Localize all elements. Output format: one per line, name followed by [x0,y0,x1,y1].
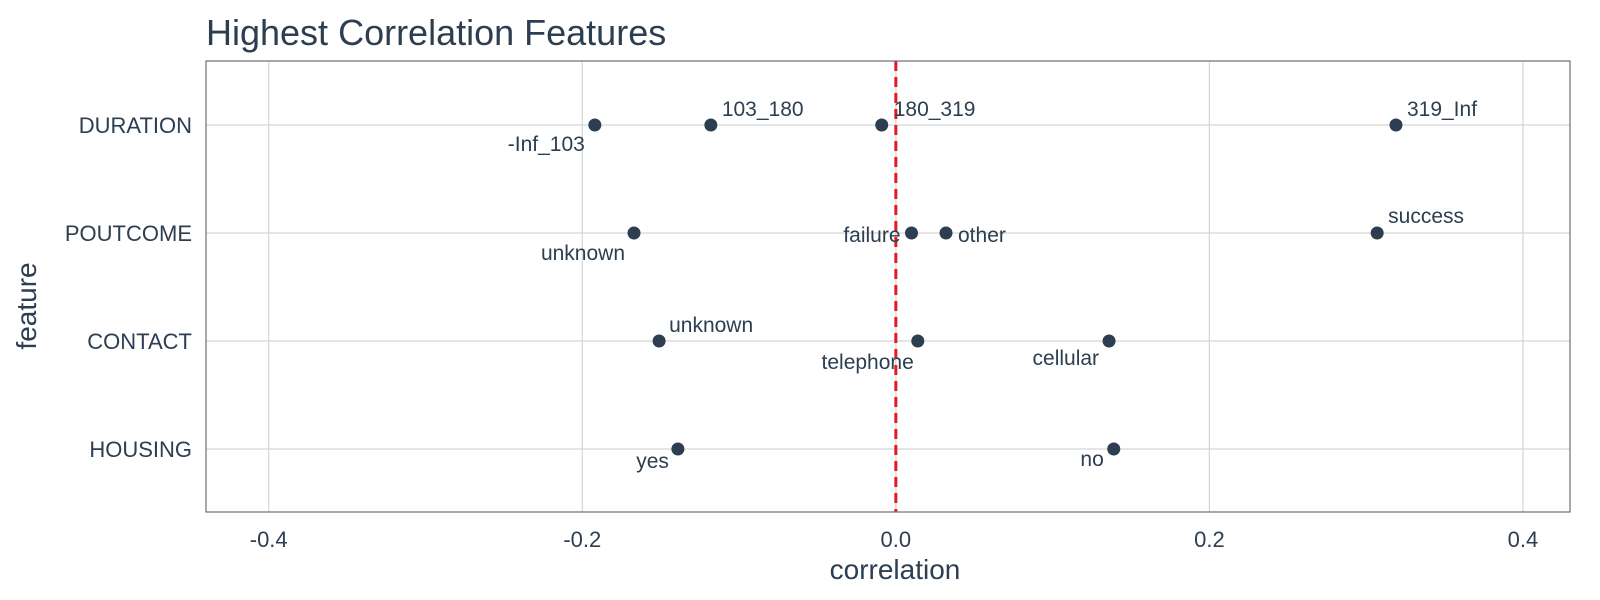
y-axis-label: feature [11,262,42,349]
data-point-label: yes [636,450,669,473]
data-point [704,118,718,132]
data-point-label: failure [843,224,900,247]
x-tick-label: 0.0 [881,527,912,552]
data-point-label: cellular [1033,347,1100,370]
x-axis-ticks: -0.4 -0.2 0.0 0.2 0.4 [250,527,1539,552]
data-point-label: unknown [669,314,753,337]
data-point [911,334,925,348]
data-point-label: no [1080,448,1103,471]
data-point-label: 103_180 [722,98,804,121]
data-point-label: success [1388,205,1464,228]
y-tick-label: DURATION [79,113,192,138]
data-point [588,118,602,132]
plot-panel-border [205,60,1571,513]
data-point [1370,226,1384,240]
data-point-label: other [958,224,1006,247]
data-point [1107,442,1121,456]
data-point-label: 180_319 [894,98,976,121]
y-axis-ticks: DURATION POUTCOME CONTACT HOUSING [65,113,192,462]
x-axis-label: correlation [830,554,961,585]
x-tick-label: 0.2 [1194,527,1225,552]
x-tick-label: 0.4 [1508,527,1539,552]
y-tick-label: POUTCOME [65,221,192,246]
data-point [1389,118,1403,132]
data-point-label: unknown [541,242,625,265]
data-point-label: telephone [822,351,914,374]
y-tick-label: HOUSING [89,437,192,462]
chart-title: Highest Correlation Features [206,12,666,53]
data-point [939,226,953,240]
points-layer [588,118,1403,456]
data-point [905,226,919,240]
grid-lines [206,61,1570,512]
data-point [627,226,641,240]
data-point [652,334,666,348]
data-point [875,118,889,132]
data-point [1102,334,1116,348]
data-point-label: -Inf_103 [508,133,585,156]
x-tick-label: -0.2 [563,527,601,552]
x-tick-label: -0.4 [250,527,288,552]
y-tick-label: CONTACT [87,329,192,354]
data-point [671,442,685,456]
data-point-label: 319_Inf [1407,98,1477,121]
